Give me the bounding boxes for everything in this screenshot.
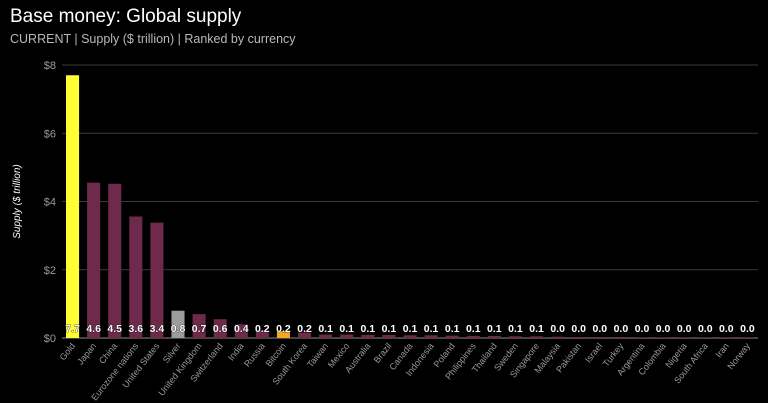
data-label: 0.0 <box>550 323 565 335</box>
bar <box>466 335 480 338</box>
bar <box>530 336 544 338</box>
data-label: 0.1 <box>424 323 439 335</box>
data-label: 0.1 <box>529 323 544 335</box>
bar <box>551 336 565 338</box>
data-label: 0.1 <box>382 323 397 335</box>
bar <box>487 335 501 338</box>
bar <box>361 334 375 338</box>
y-axis-label: Supply ($ trillion) <box>12 164 23 238</box>
bar <box>171 310 185 338</box>
data-label: 0.0 <box>698 323 713 335</box>
y-tick-label: $2 <box>44 265 56 277</box>
bar <box>593 336 607 338</box>
bar <box>255 330 269 338</box>
data-label: 0.0 <box>740 323 755 335</box>
data-label: 0.0 <box>614 323 629 335</box>
bar <box>614 336 628 338</box>
bar <box>129 216 143 338</box>
bar <box>340 334 354 338</box>
y-tick-label: $4 <box>44 197 56 209</box>
bar <box>192 314 206 338</box>
bar <box>298 332 312 338</box>
data-label: 0.7 <box>192 323 207 335</box>
bar <box>572 336 586 338</box>
data-label: 0.0 <box>719 323 734 335</box>
bar <box>635 337 649 338</box>
data-label: 0.1 <box>508 323 523 335</box>
data-label: 0.2 <box>297 323 312 335</box>
bar <box>319 334 333 338</box>
bar <box>150 222 164 338</box>
bar <box>234 324 248 338</box>
bar <box>87 182 101 338</box>
data-label: 0.2 <box>276 323 291 335</box>
data-label: 3.6 <box>129 323 144 335</box>
data-label: 0.4 <box>234 323 249 335</box>
bar <box>508 336 522 338</box>
bar <box>424 335 438 338</box>
y-tick-label: $6 <box>44 128 56 140</box>
bar <box>677 337 691 338</box>
bar <box>382 334 396 338</box>
x-tick-label: Gold <box>58 341 78 362</box>
data-label: 0.1 <box>318 323 333 335</box>
data-label: 0.0 <box>677 323 692 335</box>
bar <box>656 337 670 338</box>
data-label: 0.1 <box>445 323 460 335</box>
data-label: 0.1 <box>339 323 354 335</box>
x-tick-label: Japan <box>75 341 98 366</box>
data-label: 0.2 <box>255 323 270 335</box>
chart-title: Base money: Global supply <box>10 6 242 27</box>
data-label: 0.0 <box>571 323 586 335</box>
data-label: 3.4 <box>150 323 165 335</box>
data-label: 0.0 <box>593 323 608 335</box>
y-tick-label: $8 <box>44 60 56 72</box>
bar <box>445 335 459 338</box>
chart-subtitle: CURRENT | Supply ($ trillion) | Ranked b… <box>10 32 296 46</box>
data-label: 0.1 <box>466 323 481 335</box>
bar <box>698 337 712 338</box>
data-label: 0.0 <box>656 323 671 335</box>
data-label: 4.6 <box>86 323 101 335</box>
data-label: 7.7 <box>65 323 80 335</box>
bar <box>276 331 290 338</box>
data-label: 4.5 <box>107 323 122 335</box>
x-tick-label: Norway <box>725 341 752 372</box>
bar <box>108 183 122 338</box>
x-tick-label: India <box>226 341 246 363</box>
y-tick-label: $0 <box>44 333 56 345</box>
data-label: 0.8 <box>171 323 186 335</box>
data-label: 0.1 <box>403 323 418 335</box>
data-label: 0.6 <box>213 323 228 335</box>
data-label: 0.1 <box>487 323 502 335</box>
bar <box>740 337 754 338</box>
bar <box>213 319 227 338</box>
bar <box>66 75 80 339</box>
x-tick-label: Russia <box>242 341 267 369</box>
data-label: 0.1 <box>361 323 376 335</box>
data-label: 0.0 <box>635 323 650 335</box>
bar <box>403 335 417 338</box>
bar <box>719 337 733 338</box>
x-tick-label: Iran <box>714 341 731 359</box>
